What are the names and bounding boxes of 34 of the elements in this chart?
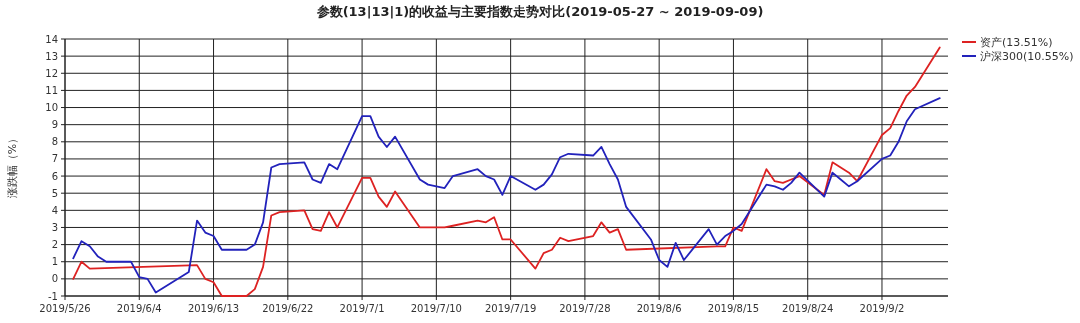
x-tick-label: 2019/6/13 [187,303,240,314]
line-series [72,46,941,297]
y-tick-label: 13 [45,50,58,62]
y-tick-label: 7 [51,153,58,165]
x-tick-label: 2019/8/6 [636,303,682,314]
y-tick-label: 6 [51,170,58,182]
y-tick-label: 4 [51,204,58,216]
x-tick-label: 2019/7/1 [339,303,385,314]
chart-title: 参数(13|13|1)的收益与主要指数走势对比(2019-05-27 ~ 2019-09-09) [315,4,764,19]
y-tick-label: 1 [51,256,58,268]
legend-label: 资产(13.51%) [980,36,1053,49]
y-tick-label: 11 [45,84,58,96]
y-tick-label: 12 [45,67,58,79]
y-tick-label: 9 [51,119,58,131]
y-tick-label: 2 [51,239,58,251]
y-tick-label: 14 [45,33,58,45]
x-tick-label: 2019/8/15 [707,303,760,314]
x-tick-label: 2019/6/4 [116,303,162,314]
y-tick-label: 0 [51,273,58,285]
x-tick-label: 2019/8/24 [782,303,834,314]
x-tick-label: 2019/7/28 [559,303,611,314]
y-axis-title: 涨跌幅（%） [6,132,19,199]
y-tick-label: 10 [45,102,58,114]
x-tick-label: 2019/5/26 [39,303,91,314]
line-series [72,97,941,294]
x-tick-label: 2019/6/22 [262,303,314,314]
y-tick-label: 8 [51,136,58,148]
x-tick-label: 2019/7/19 [484,303,537,314]
x-tick-label: 2019/9/2 [859,303,905,314]
y-tick-label: 5 [51,187,58,199]
y-tick-label: 3 [51,221,58,233]
legend-label: 沪深300(10.55%) [980,50,1074,63]
y-tick-label: -1 [48,290,58,302]
x-tick-label: 2019/7/10 [410,303,462,314]
